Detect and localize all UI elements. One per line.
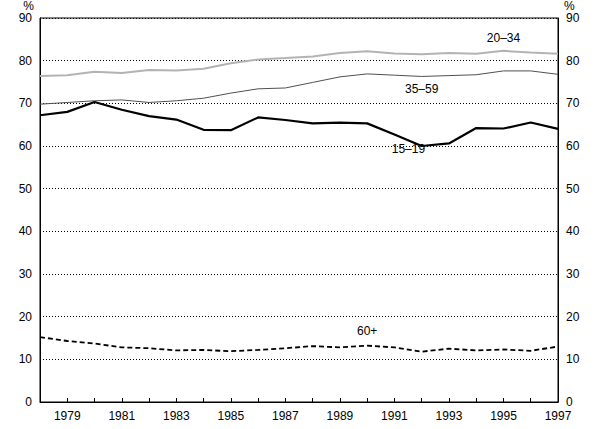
svg-text:10: 10 [566,352,580,366]
svg-text:50: 50 [19,182,33,196]
svg-text:1979: 1979 [54,409,81,423]
svg-text:1981: 1981 [108,409,135,423]
svg-text:0: 0 [566,395,573,409]
svg-text:1989: 1989 [327,409,354,423]
svg-text:30: 30 [566,267,580,281]
svg-text:70: 70 [566,96,580,110]
svg-text:80: 80 [19,54,33,68]
svg-text:1983: 1983 [163,409,190,423]
svg-text:15–19: 15–19 [392,142,426,156]
svg-text:50: 50 [566,182,580,196]
svg-text:1995: 1995 [490,409,517,423]
svg-text:60: 60 [566,139,580,153]
svg-text:40: 40 [566,224,580,238]
svg-text:1985: 1985 [217,409,244,423]
svg-text:10: 10 [19,352,33,366]
svg-text:20–34: 20–34 [487,31,521,45]
svg-text:0: 0 [25,395,32,409]
svg-text:80: 80 [566,54,580,68]
svg-text:20: 20 [19,310,33,324]
svg-text:60+: 60+ [357,324,377,338]
svg-text:35–59: 35–59 [405,82,439,96]
svg-text:20: 20 [566,310,580,324]
svg-text:40: 40 [19,224,33,238]
svg-text:60: 60 [19,139,33,153]
svg-text:30: 30 [19,267,33,281]
svg-text:1997: 1997 [545,409,572,423]
svg-text:70: 70 [19,96,33,110]
svg-text:90: 90 [19,11,33,25]
svg-text:1991: 1991 [381,409,408,423]
svg-text:90: 90 [566,11,580,25]
svg-text:1987: 1987 [272,409,299,423]
svg-text:1993: 1993 [436,409,463,423]
